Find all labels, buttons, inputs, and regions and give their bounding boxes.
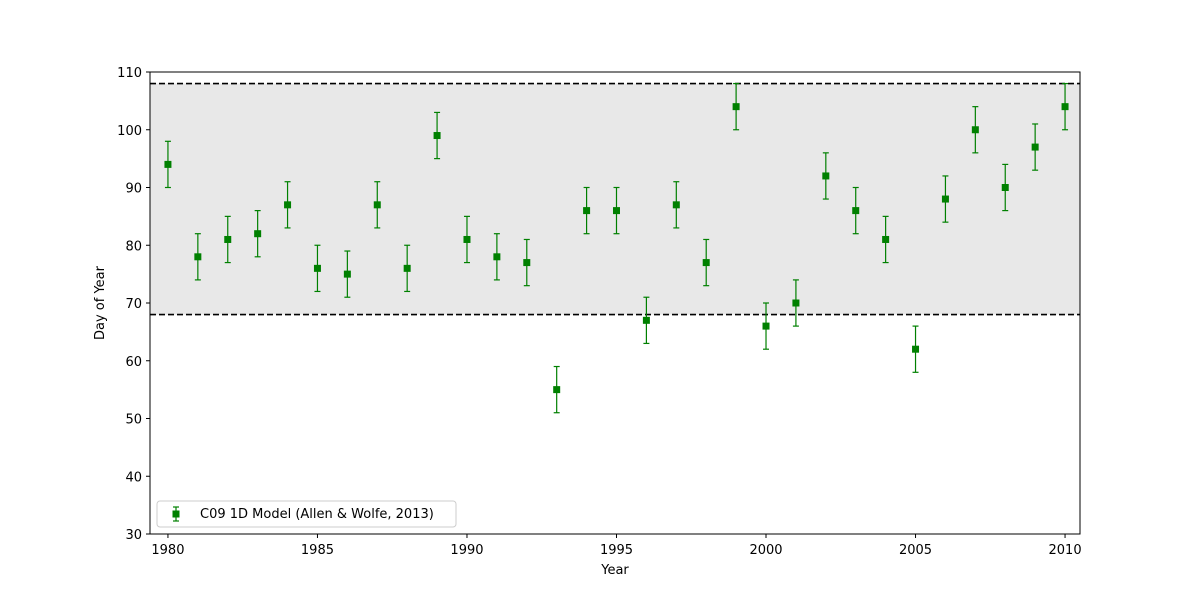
square-marker bbox=[313, 264, 321, 272]
y-axis-ticks: 30 40 50 60 70 80 90 100 110 bbox=[117, 66, 150, 543]
square-marker bbox=[224, 235, 232, 243]
square-marker bbox=[912, 345, 920, 353]
legend-marker bbox=[172, 506, 180, 522]
data-point bbox=[313, 244, 321, 293]
data-point bbox=[912, 325, 920, 373]
square-marker bbox=[941, 195, 949, 203]
y-tick-label: 80 bbox=[125, 239, 142, 254]
data-point bbox=[343, 250, 351, 298]
y-tick-label: 90 bbox=[125, 182, 142, 197]
square-marker bbox=[164, 160, 172, 168]
shaded-band bbox=[150, 83, 1080, 315]
y-tick-label: 50 bbox=[125, 413, 142, 428]
square-marker bbox=[732, 103, 740, 111]
x-axis-label: Year bbox=[600, 563, 629, 578]
data-points bbox=[164, 82, 1069, 414]
x-tick-label: 2005 bbox=[899, 543, 932, 558]
square-marker bbox=[463, 235, 471, 243]
plot-frame bbox=[149, 71, 1081, 535]
data-point bbox=[284, 181, 292, 229]
square-marker bbox=[523, 259, 531, 267]
data-point bbox=[164, 140, 172, 189]
x-tick-label: 1985 bbox=[301, 543, 334, 558]
data-point bbox=[403, 244, 411, 293]
square-marker bbox=[553, 386, 561, 394]
x-tick-label: 1990 bbox=[450, 543, 483, 558]
data-point bbox=[762, 302, 770, 350]
square-marker bbox=[403, 264, 411, 272]
data-point bbox=[642, 296, 650, 345]
data-point bbox=[732, 82, 740, 131]
square-marker bbox=[284, 201, 292, 209]
data-point bbox=[672, 181, 680, 229]
square-marker bbox=[343, 270, 351, 278]
y-tick-label: 110 bbox=[117, 66, 142, 81]
data-point bbox=[941, 175, 949, 223]
data-point bbox=[194, 233, 202, 281]
x-tick-label: 2000 bbox=[749, 543, 782, 558]
data-point bbox=[1031, 123, 1039, 171]
legend-box bbox=[156, 500, 457, 528]
square-marker bbox=[702, 259, 710, 267]
y-axis-label: Day of Year bbox=[93, 265, 108, 340]
square-marker bbox=[612, 207, 620, 215]
square-marker bbox=[822, 172, 830, 180]
data-point bbox=[553, 365, 561, 414]
square-marker bbox=[792, 299, 800, 307]
data-point bbox=[882, 215, 890, 264]
data-point bbox=[971, 106, 979, 154]
square-marker bbox=[672, 201, 680, 209]
legend-square-marker bbox=[172, 510, 180, 518]
square-marker bbox=[583, 207, 591, 215]
data-point bbox=[702, 238, 710, 287]
square-marker bbox=[493, 253, 501, 261]
data-point bbox=[1001, 163, 1009, 212]
data-point bbox=[612, 186, 620, 235]
data-point bbox=[373, 181, 381, 229]
y-tick-label: 70 bbox=[125, 297, 142, 312]
x-tick-label: 1995 bbox=[600, 543, 633, 558]
x-axis-ticks: 1980 1985 1990 1995 2000 2005 2010 bbox=[151, 534, 1082, 558]
y-tick-label: 100 bbox=[117, 124, 142, 139]
y-tick-label: 60 bbox=[125, 355, 142, 370]
data-point bbox=[254, 210, 262, 258]
data-point bbox=[583, 186, 591, 235]
square-marker bbox=[1001, 184, 1009, 191]
data-point bbox=[493, 233, 501, 281]
data-point bbox=[1061, 82, 1069, 131]
square-marker bbox=[433, 132, 441, 140]
x-tick-label: 1980 bbox=[151, 543, 184, 558]
square-marker bbox=[254, 230, 262, 238]
square-marker bbox=[971, 126, 979, 134]
square-marker bbox=[852, 207, 860, 215]
data-point bbox=[463, 215, 471, 264]
square-marker bbox=[194, 253, 202, 261]
data-point bbox=[822, 152, 830, 200]
data-point bbox=[523, 238, 531, 287]
data-point bbox=[852, 186, 860, 235]
y-tick-label: 30 bbox=[125, 528, 142, 543]
data-point bbox=[224, 215, 232, 264]
square-marker bbox=[762, 322, 770, 330]
legend: C09 1D Model (Allen & Wolfe, 2013) bbox=[156, 500, 457, 528]
x-tick-label: 2010 bbox=[1049, 543, 1082, 558]
square-marker bbox=[642, 316, 650, 324]
square-marker bbox=[882, 235, 890, 243]
y-tick-label: 40 bbox=[125, 470, 142, 485]
square-marker bbox=[1031, 143, 1039, 151]
legend-label: C09 1D Model (Allen & Wolfe, 2013) bbox=[200, 507, 434, 522]
square-marker bbox=[373, 201, 381, 209]
data-point bbox=[433, 111, 441, 160]
square-marker bbox=[1061, 103, 1069, 111]
data-point bbox=[792, 279, 800, 327]
